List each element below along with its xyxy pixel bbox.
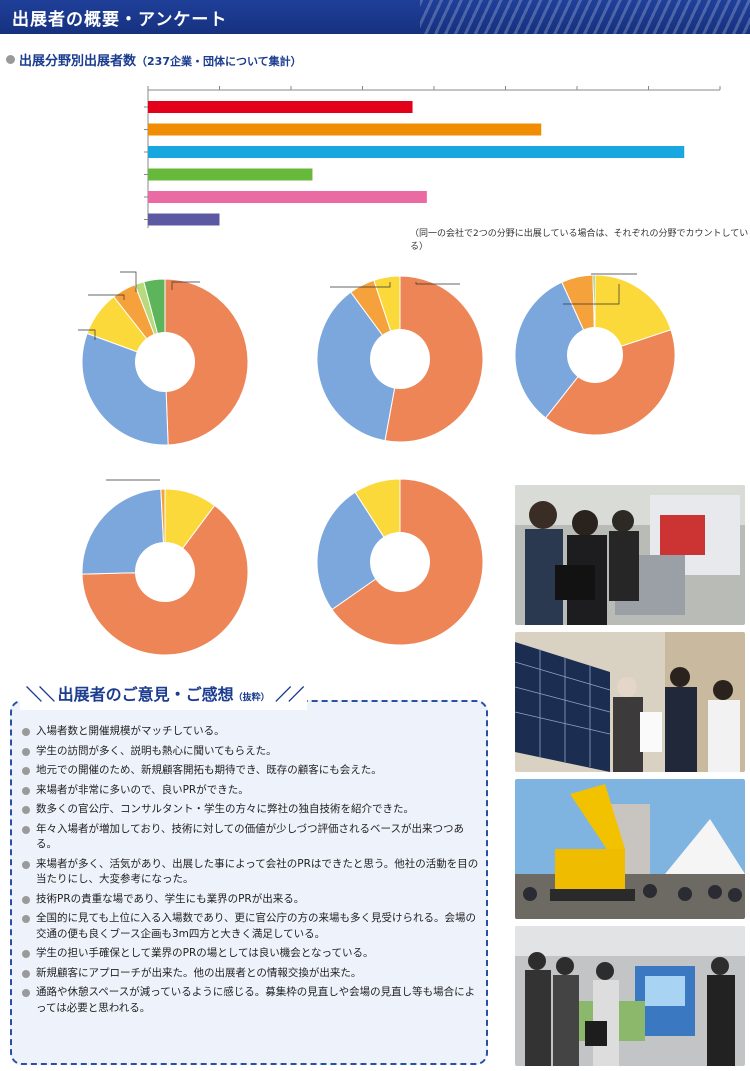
opinions-panel [10, 700, 488, 1065]
page-title: 出展者の概要・アンケート [12, 10, 228, 30]
opinion-item: 学生の訪問が多く、説明も熱心に聞いてもらえた。 [22, 744, 482, 760]
bar-1 [148, 123, 542, 136]
pie-leader-line [78, 329, 96, 340]
bar-chart-title: 出展分野別出展者数 [19, 54, 137, 69]
pie-center-hole [370, 532, 430, 592]
pie-center-hole [135, 332, 195, 392]
opinion-item: 全国的に見ても上位に入る入場数であり、更に官公庁の方の来場も多く見受けられる。会… [22, 911, 482, 942]
opinion-item: 新規顧客にアプローチが出来た。他の出展者との情報交換が出来た。 [22, 966, 482, 982]
opinion-item: 技術PRの貴重な場であり、学生にも業界のPRが出来る。 [22, 892, 482, 908]
pie-chart-achievement [316, 275, 484, 443]
bar-chart-subtitle: （237企業・団体について集計） [136, 55, 302, 68]
opinions-title: 出展者のご意見・ご感想 [57, 685, 234, 704]
exhibit-photo-2 [515, 632, 745, 772]
bar-0 [148, 101, 413, 113]
opinions-heading: ＼＼ 出展者のご意見・ご感想（抜粋） ／／ [20, 680, 308, 710]
pie-slice-1 [544, 329, 676, 436]
opinion-item: 来場者が多く、活気があり、出展した事によって会社のPRはできたと思う。他社の活動… [22, 857, 482, 888]
pie-chart-purpose [78, 271, 249, 446]
pie-slice-0 [164, 278, 249, 446]
exhibit-photo-1 [515, 485, 745, 625]
opinion-item: 通路や休憩スペースが減っているように感じる。募集枠の見直しや会場の見直し等も場合… [22, 985, 482, 1016]
pie-center-hole [567, 327, 623, 383]
pie-chart-next [316, 478, 484, 646]
pie-chart-visitors [515, 273, 676, 436]
pie-leader-line [88, 294, 125, 300]
bar-5 [148, 213, 220, 226]
bar-3 [148, 168, 313, 181]
page-header: 出展者の概要・アンケート [0, 0, 750, 34]
pie-leader-line [415, 282, 460, 285]
pie-chart-overall [81, 479, 249, 656]
exhibit-photo-4 [515, 926, 745, 1066]
opinion-item: 数多くの官公庁、コンサルタント・学生の方々に弊社の独自技術を紹介できた。 [22, 802, 482, 818]
bar-4 [148, 191, 427, 203]
bar-chart [144, 86, 721, 228]
opinion-item: 地元での開催のため、新規顧客開拓も期待でき、既存の顧客にも会えた。 [22, 763, 482, 779]
bar-chart-heading: 出展分野別出展者数（237企業・団体について集計） [6, 50, 302, 69]
opinions-title-note: （抜粋） [233, 693, 270, 703]
bar-chart-note: （同一の会社で2つの分野に出展している場合は、それぞれの分野でカウントしている） [410, 229, 749, 252]
pie-leader-line [330, 282, 391, 288]
pie-leader-line [563, 284, 620, 305]
slash-decoration-icon: ／／ [275, 685, 304, 704]
bar-2 [148, 146, 685, 158]
exhibit-photo-3 [515, 779, 745, 919]
pie-slice-2 [515, 281, 596, 419]
opinions-list: 入場者数と開催規模がマッチしている。 学生の訪問が多く、説明も熱心に聞いてもらえた… [22, 724, 482, 1020]
opinion-item: 入場者数と開催規模がマッチしている。 [22, 724, 482, 740]
pie-leader-line [120, 271, 137, 292]
header-stripes [420, 0, 750, 34]
slash-decoration-icon: ＼＼ [26, 685, 55, 704]
opinion-item: 来場者が非常に多いので、良いPRができた。 [22, 783, 482, 799]
pie-center-hole [135, 542, 195, 602]
pie-slice-1 [316, 491, 401, 611]
pie-slice-1 [316, 291, 401, 442]
bullet-dot-icon [6, 55, 15, 64]
pie-center-hole [370, 329, 430, 389]
opinion-item: 年々入場者が増加しており、技術に対しての価値が少しづつ評価されるベースが出来つつ… [22, 822, 482, 853]
opinion-item: 学生の担い手確保として業界のPRの場としては良い機会となっている。 [22, 946, 482, 962]
pie-leader-line [171, 281, 200, 290]
